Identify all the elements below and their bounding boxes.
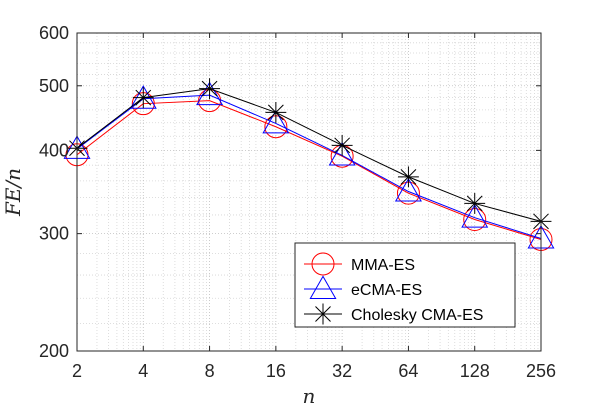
asterisk-stroke [400,168,417,185]
x-tick-label: 16 [266,361,286,381]
y-tick-label: 300 [39,224,69,244]
tick-labels: 2 4 8 16 32 64 128 256 200 300 400 500 600 [39,23,556,381]
asterisk-marker [132,87,154,109]
triangle-marker [328,141,356,166]
x-tick-label: 4 [138,361,148,381]
x-tick-label: 128 [460,361,490,381]
plot-frame [76,32,542,352]
legend-item: MMA-ES [304,252,415,276]
asterisk-stroke [267,104,284,121]
minor-grid [77,33,541,351]
series-layer [63,78,555,251]
asterisk-stroke [315,306,331,322]
asterisk-marker [199,78,221,100]
triangle-marker [262,109,290,134]
circle-marker [311,252,335,276]
legend-item: eCMA-ES [304,275,422,299]
y-tick-label: 600 [39,23,69,43]
y-tick-label: 400 [39,140,69,160]
asterisk-stroke [201,80,218,97]
asterisk-stroke [466,195,483,212]
y-axis-label: FE/n [1,168,25,217]
x-tick-label: 8 [205,361,215,381]
triangle-marker [394,177,422,202]
y-tick-label: 200 [39,341,69,361]
series-line [76,94,542,239]
x-tick-label: 32 [332,361,352,381]
legend-item: Cholesky CMA-ES [304,303,483,325]
x-tick-label: 64 [398,361,418,381]
triangle-marker [461,204,489,228]
x-axis-label: n [303,384,316,408]
triangle-marker [196,81,224,106]
legend-label: MMA-ES [351,257,415,274]
x-tick-label: 256 [526,361,556,381]
asterisk-stroke [334,137,351,154]
asterisk-stroke [135,89,152,106]
y-tick-label: 500 [39,76,69,96]
legend: MMA-ES eCMA-ES Cholesky CMA-ES [294,242,516,328]
asterisk-marker [464,192,486,214]
asterisk-marker [312,303,334,325]
x-tick-label: 2 [72,361,82,381]
asterisk-marker [331,134,353,156]
legend-label: Cholesky CMA-ES [351,307,483,324]
asterisk-marker [397,166,419,188]
asterisk-marker [265,101,287,123]
series-line [76,88,542,222]
legend-label: eCMA-ES [351,282,422,299]
axis-ticks [76,32,542,352]
triangle-marker [309,275,337,299]
